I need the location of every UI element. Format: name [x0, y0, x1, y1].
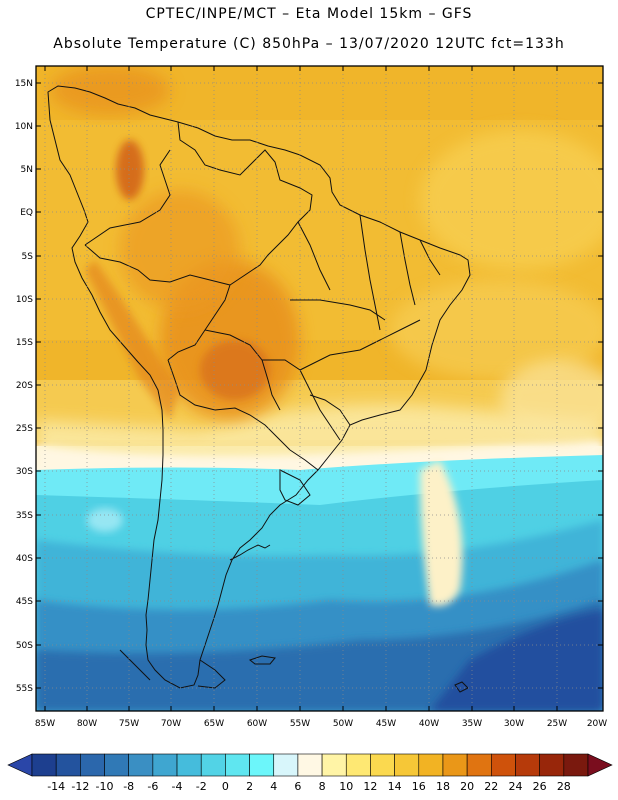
lon-label: 30W — [504, 719, 524, 729]
colorbar-cell — [539, 753, 565, 777]
colorbar-label: 22 — [484, 780, 498, 793]
colorbar-cell — [442, 753, 468, 777]
temperature-field — [36, 66, 603, 711]
lon-label: 80W — [77, 719, 97, 729]
lon-label: 85W — [35, 719, 55, 729]
colorbar-cell — [80, 753, 105, 777]
lon-label: 45W — [376, 719, 396, 729]
colorbar-label: -2 — [196, 780, 207, 793]
colorbar-label: 24 — [508, 780, 522, 793]
colorbar-cell — [55, 753, 81, 777]
lat-ticks — [36, 82, 603, 689]
lon-label: 55W — [290, 719, 310, 729]
lat-label: 35S — [16, 511, 33, 521]
chart-title-line2: Absolute Temperature (C) 850hPa – 13/07/… — [53, 36, 565, 52]
lat-label: 40S — [16, 554, 33, 564]
colorbar-label: 28 — [557, 780, 571, 793]
lat-label: 45S — [16, 597, 33, 607]
lon-label: 35W — [462, 719, 482, 729]
colorbar-label: -14 — [47, 780, 65, 793]
colorbar-label: 6 — [294, 780, 301, 793]
colorbar-label: 26 — [533, 780, 547, 793]
colorbar-label: 14 — [388, 780, 402, 793]
lon-label: 40W — [419, 719, 439, 729]
colorbar-label: 20 — [460, 780, 474, 793]
colorbar-cell — [491, 753, 516, 777]
colorbar-label: 0 — [222, 780, 229, 793]
lon-label: 75W — [119, 719, 139, 729]
colorbar-cell — [297, 753, 323, 777]
lon-label: 25W — [547, 719, 567, 729]
graticule — [36, 66, 603, 711]
lat-label: 15S — [16, 338, 33, 348]
lat-label: 30S — [16, 467, 33, 477]
colorbar-under-arrow — [7, 753, 33, 777]
colorbar: -14 -12 -10 -8 -6 -4 -2 0 2 4 6 8 10 12 14 16 18 20 22 24 26… — [7, 753, 613, 793]
lon-ticks — [44, 66, 558, 711]
colorbar-label: 16 — [412, 780, 426, 793]
colorbar-cell — [104, 753, 129, 777]
lat-label: 5S — [22, 252, 34, 262]
colorbar-label: 10 — [339, 780, 353, 793]
colorbar-cell — [321, 753, 347, 777]
lon-label: 65W — [204, 719, 224, 729]
colorbar-label: 8 — [319, 780, 326, 793]
lat-label: 10N — [15, 122, 33, 132]
colorbar-cell — [31, 753, 57, 777]
colorbar-label: 4 — [270, 780, 277, 793]
lat-label: 20S — [16, 381, 33, 391]
colorbar-label: 18 — [436, 780, 450, 793]
map-frame — [35, 65, 604, 712]
colorbar-cell — [563, 753, 589, 777]
colorbar-cell — [273, 753, 299, 777]
lon-label: 60W — [247, 719, 267, 729]
longitude-axis: 85W 80W 75W 70W 65W 60W 55W 50W 45W 40W … — [35, 719, 607, 729]
lat-label: 5N — [21, 165, 33, 175]
lat-label: 25S — [16, 424, 33, 434]
colorbar-cell — [200, 753, 226, 777]
colorbar-cell — [225, 753, 250, 777]
lon-label: 50W — [333, 719, 353, 729]
colorbar-cell — [128, 753, 154, 777]
colorbar-label: -4 — [172, 780, 183, 793]
colorbar-cell — [515, 753, 540, 777]
lat-label: EQ — [20, 208, 33, 218]
colorbar-cell — [176, 753, 202, 777]
colorbar-cell — [345, 753, 371, 777]
chart-title-line1: CPTEC/INPE/MCT – Eta Model 15km – GFS — [145, 6, 473, 22]
colorbar-cell — [418, 753, 444, 777]
colorbar-label: 12 — [363, 780, 377, 793]
lat-label: 10S — [16, 295, 33, 305]
colorbar-label: 2 — [246, 780, 253, 793]
latitude-axis: 15N 10N 5N EQ 5S 10S 15S 20S 25S 30S 35S… — [15, 79, 33, 694]
lat-label: 15N — [15, 79, 33, 89]
lon-label: 70W — [161, 719, 181, 729]
colorbar-label: -6 — [147, 780, 158, 793]
colorbar-cell — [152, 753, 178, 777]
colorbar-cell — [394, 753, 420, 777]
colorbar-cell — [249, 753, 275, 777]
colorbar-label: -12 — [71, 780, 89, 793]
colorbar-over-arrow — [587, 753, 613, 777]
lat-label: 55S — [16, 684, 33, 694]
colorbar-label: -8 — [123, 780, 134, 793]
lon-label: 20W — [587, 719, 607, 729]
lat-label: 50S — [16, 641, 33, 651]
colorbar-cell — [370, 753, 395, 777]
colorbar-cell — [466, 753, 492, 777]
colorbar-label: -10 — [96, 780, 114, 793]
